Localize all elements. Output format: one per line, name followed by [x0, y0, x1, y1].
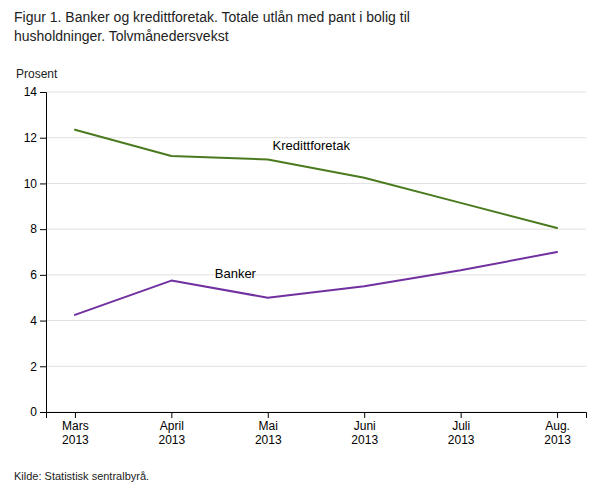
- source: Kilde: Statistisk sentralbyrå.: [14, 470, 149, 482]
- y-tick: 8: [30, 222, 46, 236]
- y-tick-label: 4: [30, 314, 37, 328]
- grid-line: [46, 366, 586, 367]
- grid-line: [46, 229, 586, 230]
- y-tick-mark: [40, 183, 46, 184]
- y-tick: 6: [30, 268, 46, 282]
- y-tick-mark: [40, 321, 46, 322]
- line-label: Banker: [215, 266, 257, 281]
- x-tick-mark: [75, 412, 76, 418]
- x-tick-label: April2013: [159, 419, 186, 447]
- x-tick-label-line: April: [160, 419, 184, 433]
- x-tick-mark: [461, 412, 462, 418]
- y-tick-mark: [40, 275, 46, 276]
- y-tick-label: 0: [30, 405, 37, 419]
- plot: 02468101214Mars2013April2013Mai2013Juni2…: [24, 85, 587, 447]
- series-line: [75, 130, 557, 228]
- grid-line: [46, 320, 586, 321]
- x-tick: Juli2013: [448, 412, 475, 447]
- grid-line: [46, 92, 586, 93]
- x-tick-label-line: Mars: [62, 419, 89, 433]
- y-tick-mark: [40, 229, 46, 230]
- x-tick-label-line: Juli: [452, 419, 470, 433]
- x-tick-label-line: 2013: [544, 433, 571, 447]
- x-tick-label-line: 2013: [255, 433, 282, 447]
- y-tick: 14: [24, 85, 46, 99]
- x-tick: Mai2013: [255, 412, 282, 447]
- y-tick: 12: [24, 131, 46, 145]
- x-tick-label: Mai2013: [255, 419, 282, 447]
- y-tick-label: 8: [30, 222, 37, 236]
- title-line: Figur 1. Banker og kredittforetak. Total…: [14, 9, 410, 25]
- x-tick-mark: [268, 412, 269, 418]
- title-line: husholdninger. Tolvmånedersvekst: [14, 28, 229, 44]
- x-tick-label-line: 2013: [448, 433, 475, 447]
- x-tick-label-line: 2013: [351, 433, 378, 447]
- x-tick-mark: [364, 412, 365, 418]
- y-tick-mark: [40, 138, 46, 139]
- x-tick-label-line: 2013: [62, 433, 89, 447]
- x-tick-label: Aug.2013: [544, 419, 571, 447]
- grid: [46, 92, 586, 412]
- lines: [75, 130, 557, 315]
- x-tick: April2013: [159, 412, 186, 447]
- y-label: Prosent: [16, 67, 58, 81]
- y-tick: 4: [30, 314, 46, 328]
- y-tick-label: 6: [30, 268, 37, 282]
- x-tick-label: Juli2013: [448, 419, 475, 447]
- x-tick: Juni2013: [351, 412, 378, 447]
- y-tick-label: 12: [24, 131, 38, 145]
- y-tick: 0: [30, 405, 46, 419]
- y-tick: 2: [30, 360, 46, 374]
- x-tick-label: Mars2013: [62, 419, 89, 447]
- x-tick-label-line: 2013: [159, 433, 186, 447]
- x-tick-label-line: Aug.: [545, 419, 570, 433]
- chart: Figur 1. Banker og kredittforetak. Total…: [0, 0, 610, 488]
- x-tick-mark: [557, 412, 558, 418]
- y-tick-label: 2: [30, 360, 37, 374]
- x-axis: Mars2013April2013Mai2013Juni2013Juli2013…: [47, 412, 587, 447]
- y-axis-line: [40, 93, 47, 413]
- line-label: Kredittforetak: [273, 138, 351, 153]
- y-tick: 10: [24, 177, 46, 191]
- y-tick-mark: [40, 366, 46, 367]
- x-tick: Mars2013: [62, 412, 89, 447]
- y-tick-mark: [40, 92, 46, 93]
- y-axis: 0 2 4 6 8 10 12 14: [24, 85, 47, 419]
- x-tick: Aug.2013: [544, 412, 571, 447]
- grid-line: [46, 274, 586, 275]
- x-tick-label-line: Juni: [354, 419, 376, 433]
- y-tick-mark: [40, 412, 46, 413]
- title: Figur 1. Banker og kredittforetak. Total…: [14, 9, 410, 44]
- x-tick-mark: [171, 412, 172, 418]
- x-tick-label-line: Mai: [259, 419, 278, 433]
- x-tick-label: Juni2013: [351, 419, 378, 447]
- y-tick-label: 14: [24, 85, 38, 99]
- y-tick-label: 10: [24, 177, 38, 191]
- grid-line: [46, 183, 586, 184]
- series-line: [75, 252, 557, 315]
- x-axis-line: [47, 413, 587, 419]
